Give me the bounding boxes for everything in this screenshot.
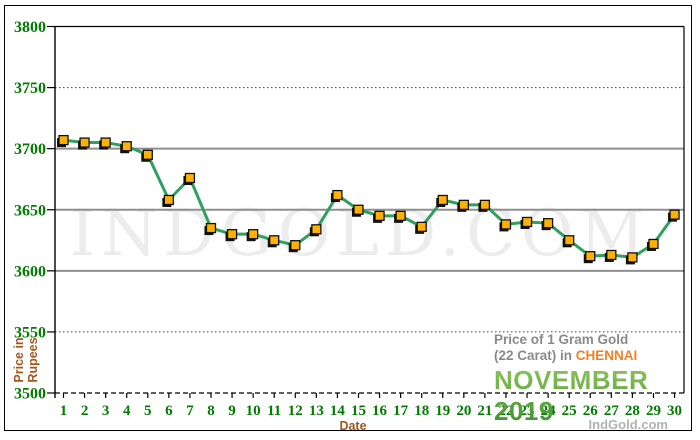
x-tick-label: 4 (123, 403, 131, 419)
data-point-marker (669, 209, 680, 220)
y-axis-title-line2: Rupees (26, 337, 40, 383)
x-tick-label: 15 (351, 403, 366, 419)
x-tick-label: 26 (583, 403, 599, 419)
data-point-marker (500, 219, 512, 230)
price-line (62, 138, 677, 259)
x-tick-label: 1 (60, 403, 68, 419)
x-tick-label: 14 (330, 403, 346, 419)
site-brand: IndGold.com (588, 417, 668, 432)
data-point-marker (521, 216, 533, 228)
x-tick-label: 10 (246, 403, 261, 419)
x-tick-label: 6 (165, 403, 173, 419)
x-tick-label: 12 (288, 403, 303, 419)
y-tick-label: 3500 (14, 386, 46, 403)
x-tick-label: 3 (102, 403, 110, 419)
x-axis-title: Date (339, 419, 367, 433)
x-tick-label: 13 (309, 403, 324, 419)
x-tick-label: 7 (186, 403, 194, 419)
x-tick-label: 2 (81, 403, 89, 419)
x-tick-label: 18 (414, 403, 429, 419)
data-point-marker (395, 210, 406, 222)
y-tick-label: 3800 (14, 19, 46, 36)
data-point-marker (79, 137, 90, 148)
data-point-marker (290, 240, 301, 251)
caption-city: CHENNAI (575, 347, 638, 363)
data-point-marker (205, 222, 217, 234)
data-point-marker (247, 229, 259, 240)
x-tick-label: 5 (144, 403, 152, 419)
data-point-marker (437, 194, 448, 206)
data-point-marker (353, 204, 364, 215)
caption-line2: (22 Carat) in CHENNAI (494, 348, 700, 364)
data-point-marker (311, 224, 322, 235)
data-point-marker (332, 189, 343, 201)
data-point-marker (374, 210, 385, 222)
data-point-marker (458, 199, 469, 211)
data-point-marker (648, 238, 659, 250)
data-point-marker (58, 134, 69, 146)
y-axis-title: Price in Rupees (12, 315, 42, 405)
data-point-marker (121, 141, 132, 152)
y-tick-label: 3550 (14, 324, 46, 341)
x-tick-label: 27 (604, 403, 620, 419)
image-border (4, 5, 692, 431)
x-tick-label: 9 (228, 403, 236, 419)
x-tick-label: 8 (207, 403, 215, 419)
x-tick-label: 22 (498, 403, 513, 419)
data-point-marker (564, 235, 575, 246)
data-point-marker (269, 235, 280, 246)
y-axis-title-line1: Price in (12, 337, 26, 383)
data-point-marker (479, 199, 491, 211)
y-tick-label: 3750 (14, 80, 46, 97)
x-tick-label: 20 (456, 403, 471, 419)
x-tick-label: 21 (477, 403, 492, 419)
x-tick-label: 17 (393, 403, 409, 419)
caption-line1: Price of 1 Gram Gold (494, 332, 629, 347)
caption-block: Price of 1 Gram Gold (22 Carat) in CHENN… (494, 332, 700, 427)
data-point-marker (416, 221, 427, 233)
x-tick-label: 25 (562, 403, 577, 419)
caption-line2-prefix: (22 Carat) in (494, 347, 576, 363)
y-tick-label: 3600 (14, 263, 46, 280)
x-tick-label: 24 (541, 403, 557, 419)
x-tick-label: 19 (435, 403, 450, 419)
y-tick-label: 3650 (14, 202, 46, 219)
x-tick-label: 23 (520, 403, 535, 419)
data-point-marker (627, 252, 638, 263)
x-tick-label: 11 (267, 403, 281, 419)
x-tick-label: 16 (372, 403, 388, 419)
x-tick-label: 29 (646, 403, 661, 419)
data-point-marker (184, 172, 196, 184)
data-point-marker (142, 149, 153, 160)
data-point-marker (606, 249, 617, 261)
data-point-marker (226, 229, 238, 240)
x-tick-label: 28 (625, 403, 640, 419)
x-tick-label: 30 (667, 403, 682, 419)
caption-month: NOVEMBER 2019 (494, 365, 700, 427)
data-point-marker (100, 137, 111, 148)
data-point-marker (163, 194, 175, 206)
y-tick-label: 3700 (14, 141, 46, 158)
data-point-marker (585, 251, 596, 262)
data-point-marker (542, 218, 554, 229)
